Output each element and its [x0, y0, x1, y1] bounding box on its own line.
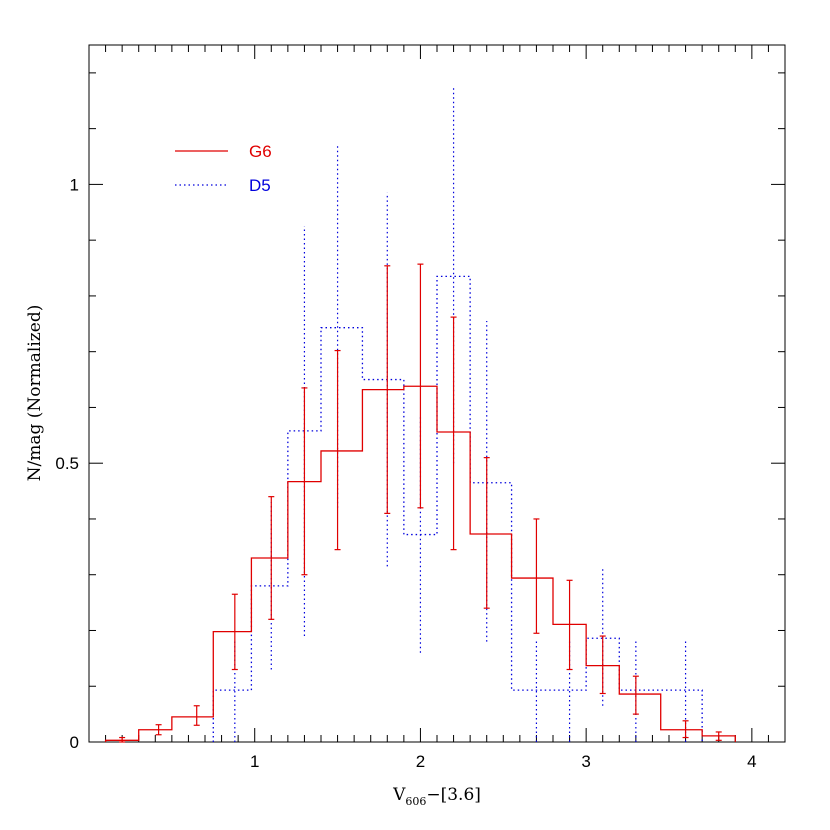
major-ticks: [89, 45, 785, 743]
y-tick-labels: 00.51: [55, 175, 79, 752]
x-tick-label: 2: [416, 752, 425, 771]
x-tick-label: 1: [250, 752, 259, 771]
y-tick-label: 1: [70, 175, 79, 194]
x-axis-title-main: V: [392, 785, 406, 805]
x-axis-title-subscript: 606: [405, 795, 426, 808]
series-layer: [104, 86, 736, 743]
x-axis-title-rest: −[3.6]: [426, 785, 481, 805]
y-axis-title: N/mag (Normalized): [25, 305, 45, 482]
legend-label-d5: D5: [249, 176, 271, 195]
series-g6: [104, 263, 736, 743]
x-axis-title: V606−[3.6]: [392, 785, 481, 808]
y-tick-label: 0: [70, 733, 79, 752]
y-tick-label: 0.5: [55, 454, 79, 473]
x-tick-label: 3: [581, 752, 590, 771]
histogram-steps-d5: [212, 275, 703, 742]
legend-label-g6: G6: [249, 142, 272, 161]
x-tick-label: 4: [747, 752, 756, 771]
legend: G6 D5: [175, 142, 272, 195]
x-tick-labels: 1 2 3 4: [250, 752, 757, 771]
series-d5: [212, 86, 703, 742]
